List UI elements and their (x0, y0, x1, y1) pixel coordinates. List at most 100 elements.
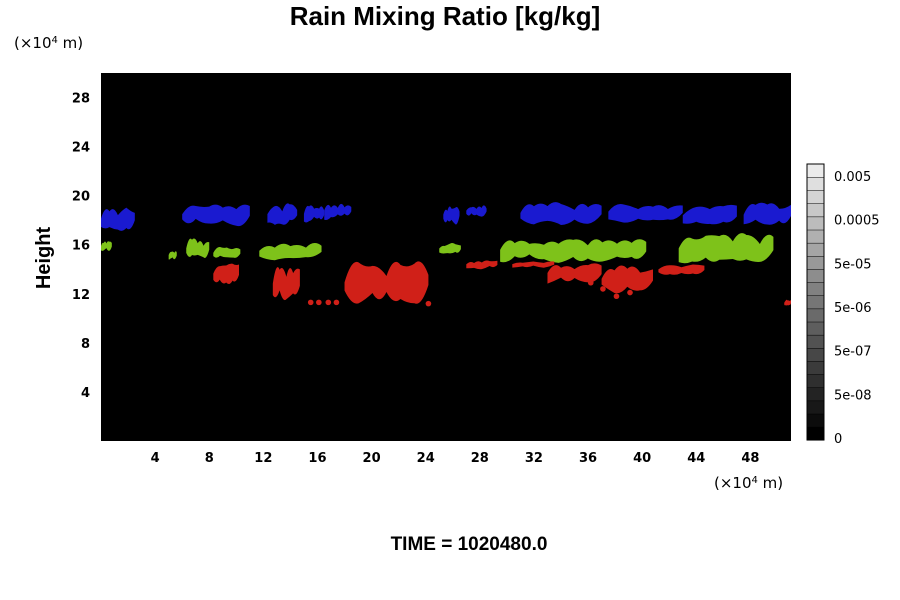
x-tick-label: 48 (741, 451, 759, 466)
field-layer (101, 202, 791, 307)
colorbar-swatch (806, 242, 825, 257)
green-blob (213, 246, 241, 258)
x-unit-tail: m) (758, 474, 783, 492)
red-dots-point (600, 286, 606, 292)
y-axis-unit: (×104 m) (14, 34, 83, 52)
blue-blob (267, 203, 298, 225)
red-dots-point (307, 299, 314, 306)
blue-blob (182, 204, 250, 227)
blue-blob (101, 207, 135, 231)
red-dots-point (587, 279, 594, 286)
colorbar-swatch (806, 374, 825, 388)
colorbar-swatch (806, 203, 825, 218)
x-tick-label: 20 (363, 451, 381, 466)
blue-blob (743, 202, 791, 225)
x-tick-label: 40 (633, 451, 651, 466)
blue-blob (520, 202, 602, 226)
y-tick-label: 8 (81, 337, 90, 352)
colorbar: 0 5e-08 5e-07 5e-06 5e-05 0.0005 0.005 (806, 163, 880, 447)
y-unit-tail: m) (58, 34, 83, 52)
green-blob (259, 243, 322, 261)
colorbar-label: 5e-08 (834, 388, 872, 403)
chart-title: Rain Mixing Ratio [kg/kg] (290, 1, 601, 31)
x-axis-unit: (×104 m) (714, 474, 783, 492)
colorbar-label: 5e-05 (834, 257, 872, 272)
red-blob (344, 261, 429, 304)
blue-blob (324, 203, 352, 221)
colorbar-swatch (806, 282, 825, 296)
red-blob (213, 263, 239, 285)
green-blob (439, 243, 461, 254)
x-tick-label: 36 (579, 451, 597, 466)
y-axis-label: Height (33, 227, 55, 290)
green-blob (101, 241, 112, 251)
red-dots-point (613, 293, 620, 300)
region-red (213, 260, 791, 306)
colorbar-swatch (806, 387, 825, 402)
y-axis-ticks: 4 8 12 16 20 24 28 (72, 92, 90, 401)
colorbar-swatch (806, 426, 825, 441)
x-tick-label: 16 (308, 451, 326, 466)
x-tick-label: 28 (471, 451, 489, 466)
green-blob (500, 239, 647, 263)
region-red-dots (307, 279, 633, 307)
region-green (101, 233, 774, 264)
y-tick-label: 20 (72, 190, 90, 205)
colorbar-swatch (806, 268, 825, 283)
colorbar-swatch (806, 321, 825, 336)
red-dots-point (325, 299, 332, 306)
plot-area (101, 73, 791, 441)
y-tick-label: 16 (72, 239, 90, 254)
colorbar-label: 5e-06 (834, 301, 872, 316)
y-unit-exponent: 4 (52, 35, 58, 46)
green-blob (168, 251, 177, 260)
colorbar-frame (806, 163, 825, 441)
colorbar-swatch (806, 190, 825, 204)
blue-blob (443, 206, 460, 225)
red-blob (601, 265, 653, 294)
red-blob (784, 299, 791, 306)
colorbar-label: 0.005 (834, 170, 871, 185)
red-dots-point (333, 299, 340, 306)
colorbar-label: 5e-07 (834, 345, 872, 360)
region-blue (101, 202, 791, 231)
x-tick-label: 12 (254, 451, 272, 466)
x-unit-base: (×10 (714, 474, 752, 492)
colorbar-swatch (806, 334, 825, 349)
blue-blob (608, 204, 683, 223)
red-blob (547, 263, 602, 284)
x-unit-exponent: 4 (752, 475, 758, 486)
x-tick-label: 44 (687, 451, 705, 466)
time-label: TIME = 1020480.0 (391, 534, 548, 555)
red-dots-point (316, 299, 322, 306)
red-blob (272, 267, 300, 301)
colorbar-swatch (806, 360, 825, 375)
colorbar-swatch (806, 347, 825, 362)
red-dots-point (425, 300, 432, 307)
blue-blob (466, 205, 487, 217)
colorbar-swatch (806, 229, 825, 244)
x-tick-label: 8 (205, 451, 214, 466)
colorbar-swatch (806, 413, 825, 428)
colorbar-swatch (806, 295, 825, 310)
y-tick-label: 24 (72, 141, 90, 156)
green-blob (678, 233, 774, 264)
colorbar-swatch (806, 176, 825, 191)
y-tick-label: 12 (72, 288, 90, 303)
green-blob (186, 238, 210, 258)
red-blob (658, 264, 705, 275)
x-tick-label: 24 (417, 451, 435, 466)
blue-blob (682, 204, 737, 225)
y-tick-label: 4 (81, 386, 90, 401)
blue-blob (303, 205, 325, 223)
x-axis-ticks: 4 8 12 16 20 24 28 32 36 40 44 48 (151, 451, 760, 466)
colorbar-swatch (806, 308, 825, 323)
colorbar-label: 0 (834, 432, 842, 447)
x-tick-label: 32 (525, 451, 543, 466)
y-tick-label: 28 (72, 92, 90, 107)
red-blob (512, 261, 555, 268)
red-blob (466, 260, 498, 270)
y-unit-base: (×10 (14, 34, 52, 52)
red-dots-point (627, 289, 633, 296)
colorbar-swatch (806, 400, 825, 415)
